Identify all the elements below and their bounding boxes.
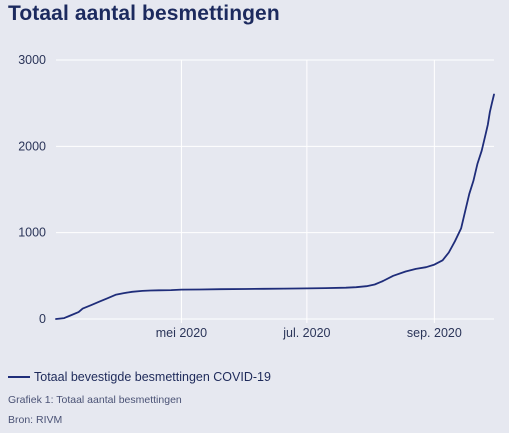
chart-source: Bron: RIVM (8, 414, 63, 426)
legend: Totaal bevestigde besmettingen COVID-19 (8, 370, 271, 384)
y-tick-label: 1000 (18, 226, 46, 240)
y-tick-label: 2000 (18, 139, 46, 153)
legend-line-swatch (8, 376, 30, 378)
x-tick-label: mei 2020 (156, 326, 207, 340)
series-layer (55, 93, 495, 320)
y-tick-label: 3000 (18, 53, 46, 67)
x-tick-label: jul. 2020 (282, 326, 330, 340)
legend-label: Totaal bevestigde besmettingen COVID-19 (34, 370, 271, 384)
chart-caption: Grafiek 1: Totaal aantal besmettingen (8, 394, 182, 406)
axis-ticks: 0 1000 2000 3000 mei 2020 jul. 2020 sep. 2020 (18, 53, 462, 340)
y-tick-label: 0 (39, 312, 46, 326)
x-tick-label: sep. 2020 (407, 326, 462, 340)
chart-title: Totaal aantal besmettingen (8, 2, 280, 25)
grid-lines (56, 59, 494, 323)
series-line (55, 93, 495, 320)
